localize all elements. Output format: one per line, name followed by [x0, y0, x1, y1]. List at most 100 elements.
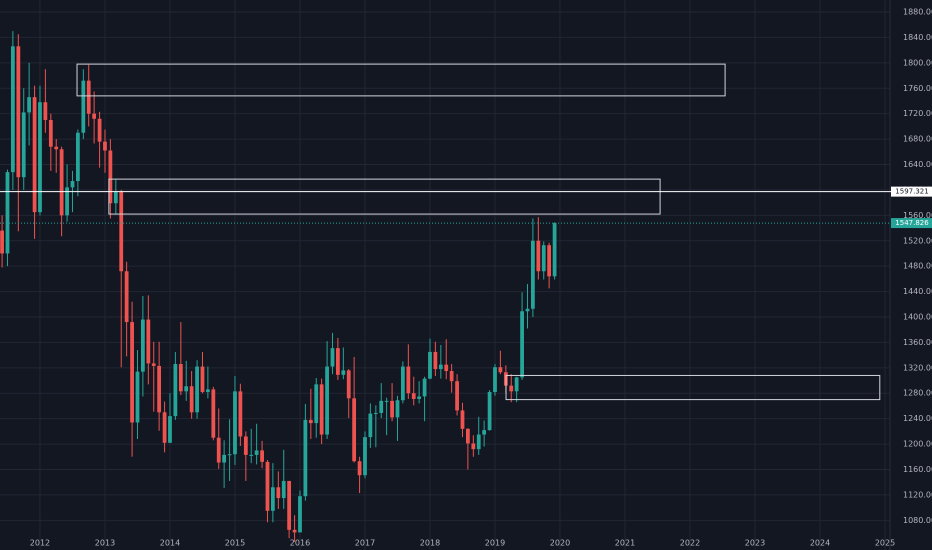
candle-body — [514, 377, 519, 392]
candle-body — [303, 419, 308, 497]
candle-body — [509, 385, 514, 392]
x-tick-label: 2023 — [745, 539, 765, 548]
candle-body — [444, 364, 449, 372]
candle-body — [233, 391, 237, 455]
candle-body — [222, 454, 227, 463]
candle-body — [157, 365, 162, 413]
candle-body — [341, 370, 346, 375]
candle-body — [195, 366, 199, 413]
candle-body — [86, 80, 91, 114]
candle-body — [130, 322, 134, 423]
candle-body — [16, 46, 21, 178]
candle-body — [449, 371, 454, 382]
candle-body — [21, 112, 26, 178]
candle-body — [59, 149, 64, 216]
price-label-box — [891, 186, 932, 197]
candle-body — [460, 410, 465, 429]
y-tick-label: 1680.000 — [903, 135, 932, 144]
candle-body — [476, 434, 481, 450]
candle-body — [357, 461, 362, 476]
y-tick-label: 1400.000 — [903, 312, 932, 321]
candle-body — [162, 412, 167, 443]
candle-body — [400, 366, 405, 401]
candle-body — [43, 102, 48, 121]
candle-body — [346, 370, 351, 399]
candle-body — [298, 496, 302, 533]
candle-body — [124, 271, 129, 323]
x-tick-label: 2018 — [420, 539, 440, 548]
candle-body — [352, 398, 357, 462]
zone-box — [108, 178, 661, 215]
candle-body — [265, 461, 270, 511]
x-tick-label: 2021 — [615, 539, 635, 548]
x-tick-label: 2019 — [485, 539, 505, 548]
y-tick-label: 1640.000 — [903, 160, 932, 169]
candle-body — [308, 419, 313, 424]
candle-body — [465, 428, 470, 444]
zone-box — [76, 63, 726, 97]
candle-body — [189, 386, 194, 413]
candle-body — [97, 118, 102, 142]
y-tick-label: 1720.000 — [903, 109, 932, 118]
candle-body — [417, 396, 422, 399]
candle-body — [530, 240, 535, 309]
candle-body — [482, 430, 487, 435]
candle-body — [438, 364, 443, 370]
candle-body — [140, 319, 145, 372]
candle-body — [227, 454, 232, 456]
candle-body — [113, 191, 118, 204]
y-tick-label: 1800.000 — [903, 58, 932, 67]
candle-body — [541, 245, 546, 272]
candle-body — [270, 487, 275, 511]
y-tick-label: 1080.000 — [903, 516, 932, 525]
x-tick-label: 2020 — [550, 539, 570, 548]
y-tick-label: 1440.000 — [903, 287, 932, 296]
candle-body — [103, 141, 107, 151]
candle-body — [54, 146, 59, 150]
candle-body — [520, 311, 524, 378]
candle-body — [184, 386, 189, 392]
y-tick-label: 1480.000 — [903, 262, 932, 271]
candle-body — [433, 351, 438, 370]
candle-body — [319, 384, 324, 435]
candle-body — [422, 378, 427, 397]
candle-body — [238, 391, 243, 437]
candle-body — [243, 436, 248, 455]
candle-body — [487, 391, 492, 431]
y-tick-label: 1120.000 — [903, 490, 932, 499]
candle-body — [384, 400, 389, 402]
y-tick-label: 1840.000 — [903, 33, 932, 42]
x-tick-label: 2013 — [95, 539, 115, 548]
candle-body — [292, 529, 297, 533]
candle-body — [325, 366, 329, 435]
candle-body — [390, 400, 394, 418]
y-tick-label: 1560.000 — [903, 211, 932, 220]
candle-body — [379, 400, 384, 413]
y-tick-label: 1320.000 — [903, 363, 932, 372]
candle-body — [249, 454, 254, 456]
candle-body — [135, 371, 140, 423]
candle-body — [48, 120, 53, 147]
candle-body — [471, 443, 476, 450]
candle-body — [260, 450, 264, 462]
candle-body — [119, 191, 124, 272]
candle-body — [536, 240, 541, 272]
x-tick-label: 2015 — [225, 539, 245, 548]
candle-body — [287, 480, 292, 530]
y-tick-label: 1200.000 — [903, 440, 932, 449]
candle-body — [205, 389, 210, 392]
candle-body — [92, 113, 97, 119]
candle-body — [75, 132, 80, 182]
candle-body — [552, 223, 557, 277]
y-tick-label: 1760.000 — [903, 84, 932, 93]
candle-body — [428, 351, 432, 379]
candle-body — [276, 487, 281, 499]
x-tick-label: 2014 — [160, 539, 180, 548]
candle-body — [493, 367, 497, 392]
y-tick-label: 1880.000 — [903, 8, 932, 17]
zone-box — [505, 374, 881, 401]
candle-body — [455, 381, 459, 411]
